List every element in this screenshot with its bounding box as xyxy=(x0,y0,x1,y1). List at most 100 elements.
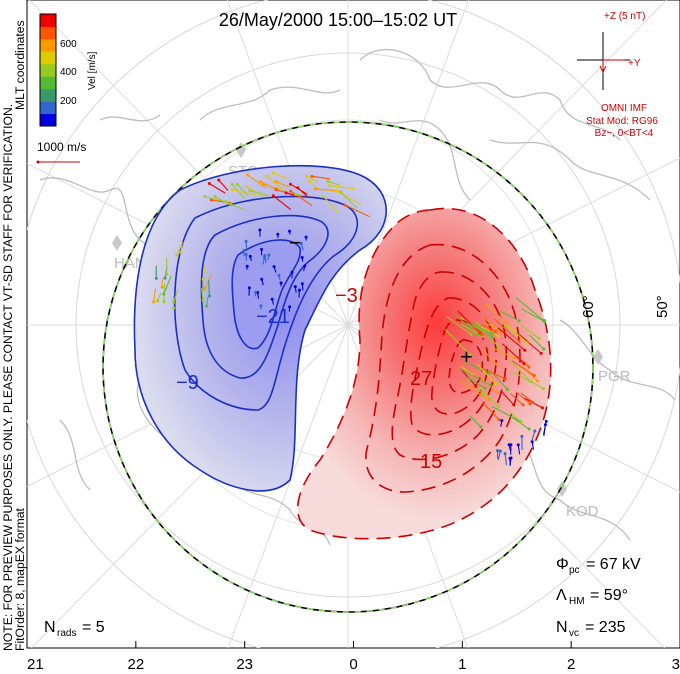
station-marker-pgr xyxy=(593,349,603,365)
colorbar-swatch xyxy=(40,101,56,115)
vector-origin xyxy=(289,182,293,186)
vector-origin xyxy=(299,241,303,245)
vector-origin xyxy=(179,250,183,254)
velocity-vector xyxy=(214,196,233,207)
colorbar-swatch xyxy=(40,26,56,40)
vector-origin xyxy=(207,182,211,186)
vector-origin xyxy=(490,332,494,336)
mlt-tick-label: 21 xyxy=(27,656,44,673)
colorbar-label: Vel [m/s] xyxy=(87,51,98,90)
vector-origin xyxy=(516,443,520,447)
vector-origin xyxy=(336,190,340,194)
velocity-vector xyxy=(231,189,257,196)
svg-text:N: N xyxy=(556,619,568,636)
velocity-vector xyxy=(460,323,483,337)
vector-origin xyxy=(530,440,534,444)
vector-origin xyxy=(300,282,304,286)
vector-origin xyxy=(230,188,234,192)
pos-contour-5 xyxy=(431,319,489,415)
vector-origin xyxy=(267,253,271,257)
vector-origin xyxy=(521,403,525,407)
vector-origin xyxy=(296,186,300,190)
velocity-vector xyxy=(306,175,319,183)
velocity-vector xyxy=(469,415,482,428)
velocity-vector xyxy=(153,287,157,302)
velocity-vector xyxy=(290,190,313,207)
vector-origin xyxy=(522,362,526,366)
velocity-vector xyxy=(497,451,501,461)
vector-scale-dot xyxy=(36,160,40,164)
velocity-vector xyxy=(237,183,249,197)
velocity-vector xyxy=(520,324,540,339)
velocity-vector xyxy=(509,411,522,423)
velocity-vector xyxy=(272,195,292,211)
velocity-vector xyxy=(543,424,546,437)
mlt-tick-label: 0 xyxy=(349,656,357,673)
vector-origin xyxy=(496,449,500,453)
vector-origin xyxy=(541,386,545,390)
vector-origin xyxy=(276,232,280,236)
velocity-vector xyxy=(247,174,267,189)
colorbar-swatch xyxy=(40,76,56,90)
vector-origin xyxy=(156,299,160,303)
velocity-vector xyxy=(517,392,531,405)
velocity-vector xyxy=(507,325,528,344)
vector-origin xyxy=(517,339,521,343)
vector-origin xyxy=(154,276,158,280)
velocity-vector xyxy=(510,393,524,406)
vector-origin xyxy=(213,194,217,198)
vector-origin xyxy=(289,189,293,193)
velocity-vector xyxy=(266,175,288,193)
neg-contour-2 xyxy=(173,195,359,411)
vector-origin xyxy=(539,351,543,355)
vector-origin xyxy=(505,321,509,325)
vector-origin xyxy=(544,419,548,423)
vector-origin xyxy=(274,188,278,192)
vector-origin xyxy=(481,392,485,396)
velocity-vector xyxy=(204,195,224,203)
vector-origin xyxy=(500,419,504,423)
velocity-vector xyxy=(471,325,483,336)
velocity-vector xyxy=(180,242,183,253)
velocity-vector xyxy=(501,343,525,365)
vector-origin xyxy=(274,180,278,184)
vector-origin xyxy=(517,319,521,323)
velocity-vector xyxy=(518,333,542,354)
vector-origin xyxy=(512,403,516,407)
vector-origin xyxy=(494,382,498,386)
velocity-vector xyxy=(315,188,340,192)
vector-origin xyxy=(263,256,267,260)
vector-origin xyxy=(327,183,331,187)
imf-source: OMNI IMF xyxy=(601,103,647,114)
velocity-vector xyxy=(531,430,536,441)
vector-origin xyxy=(497,418,501,422)
vector-origin xyxy=(230,182,234,186)
vector-origin xyxy=(536,379,540,383)
vector-origin xyxy=(259,304,263,308)
velocity-vector xyxy=(477,364,497,385)
vector-origin xyxy=(297,288,301,292)
vector-origin xyxy=(224,200,228,204)
vector-origin xyxy=(308,179,312,183)
velocity-vector xyxy=(460,381,489,400)
vector-origin xyxy=(493,330,497,334)
velocity-vector xyxy=(460,365,473,376)
velocity-vector xyxy=(515,297,544,321)
vector-origin xyxy=(527,427,531,431)
velocity-vector xyxy=(209,183,226,194)
fit-order-note: FitOrder: 8, mapEX format xyxy=(13,507,27,651)
velocity-vector xyxy=(202,279,205,290)
velocity-vector xyxy=(511,360,535,377)
vector-origin xyxy=(495,362,499,366)
velocity-vector xyxy=(273,172,289,180)
vector-origin xyxy=(540,406,544,410)
vector-origin xyxy=(469,332,473,336)
vector-origin xyxy=(531,400,535,404)
velocity-vector xyxy=(263,183,279,190)
vector-origin xyxy=(326,179,330,183)
vector-origin xyxy=(201,299,205,303)
vector-origin xyxy=(468,353,472,357)
velocity-vector xyxy=(471,368,497,393)
neg-extremum-marker: − xyxy=(289,230,302,255)
n-vc-stat: N vc = 235 xyxy=(556,619,626,639)
